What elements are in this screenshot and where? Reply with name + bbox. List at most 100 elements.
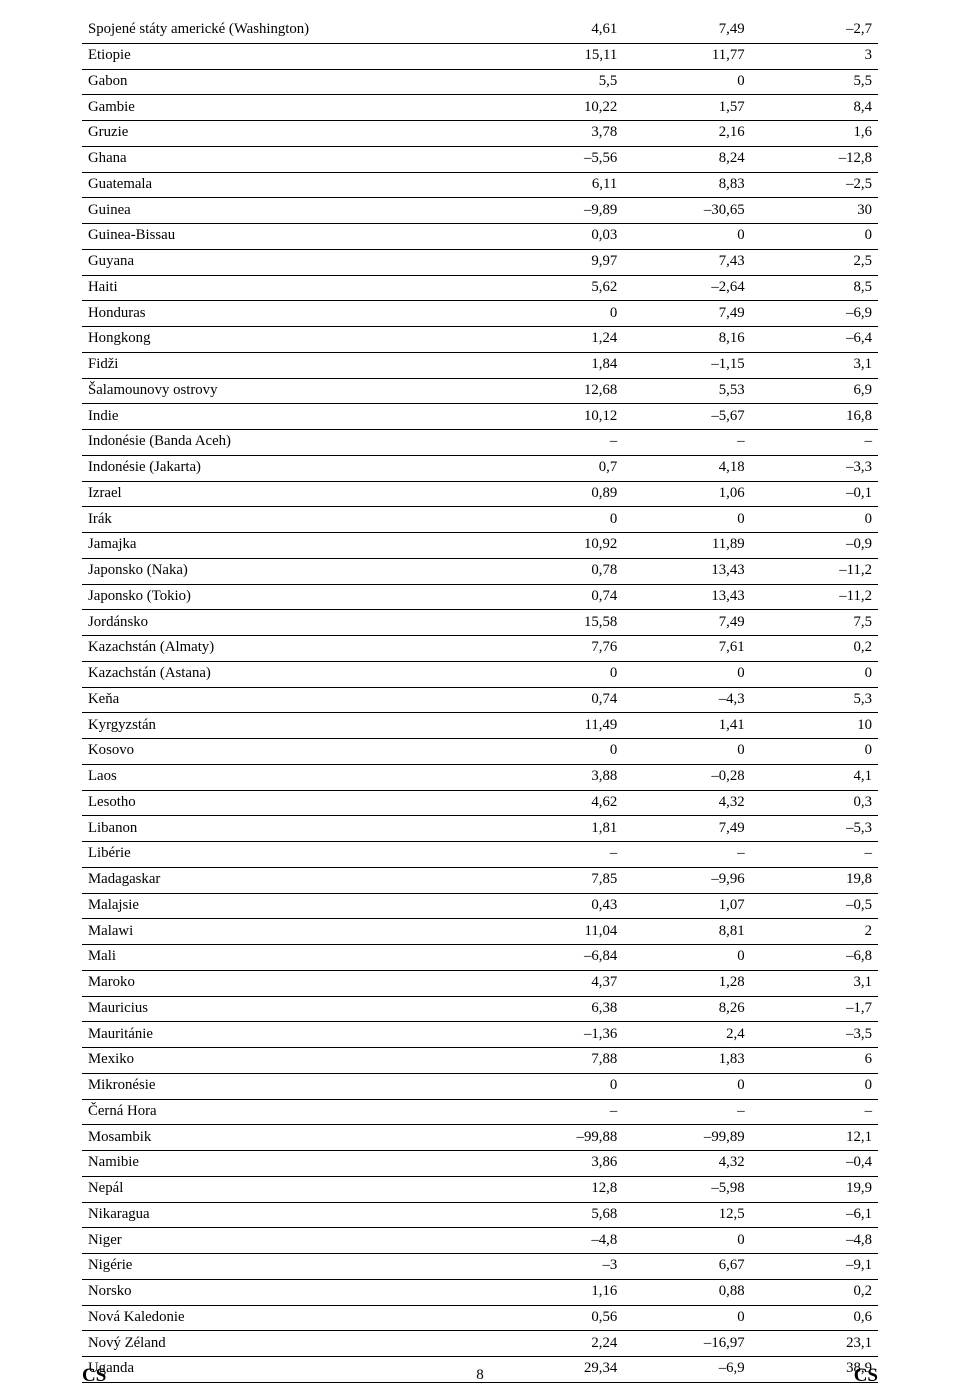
- table-cell: 0: [496, 301, 623, 327]
- table-cell: 8,4: [751, 95, 878, 121]
- table-cell: 0,78: [496, 558, 623, 584]
- table-cell: –: [623, 1099, 750, 1125]
- table-cell: 1,06: [623, 481, 750, 507]
- table-cell: –5,67: [623, 404, 750, 430]
- table-cell: 11,89: [623, 533, 750, 559]
- table-cell: –: [751, 430, 878, 456]
- table-cell: 7,61: [623, 636, 750, 662]
- table-cell: Irák: [82, 507, 496, 533]
- table-cell: 3,1: [751, 970, 878, 996]
- table-row: Izrael0,891,06–0,1: [82, 481, 878, 507]
- table-cell: 7,49: [623, 816, 750, 842]
- table-cell: –2,64: [623, 275, 750, 301]
- table-cell: –99,89: [623, 1125, 750, 1151]
- table-cell: 5,62: [496, 275, 623, 301]
- table-cell: 8,24: [623, 146, 750, 172]
- table-row: Spojené státy americké (Washington)4,617…: [82, 18, 878, 43]
- table-row: Nepál12,8–5,9819,9: [82, 1176, 878, 1202]
- table-row: Nový Zéland2,24–16,9723,1: [82, 1331, 878, 1357]
- table-row: Fidži1,84–1,153,1: [82, 352, 878, 378]
- table-cell: Kosovo: [82, 739, 496, 765]
- table-cell: 0: [623, 661, 750, 687]
- table-cell: 6,38: [496, 996, 623, 1022]
- table-cell: 5,5: [496, 69, 623, 95]
- table-cell: –4,3: [623, 687, 750, 713]
- table-cell: Niger: [82, 1228, 496, 1254]
- table-cell: 7,49: [623, 610, 750, 636]
- table-row: Madagaskar7,85–9,9619,8: [82, 867, 878, 893]
- table-cell: 3,78: [496, 121, 623, 147]
- table-cell: 1,6: [751, 121, 878, 147]
- table-cell: 6,67: [623, 1254, 750, 1280]
- table-cell: Nový Zéland: [82, 1331, 496, 1357]
- table-cell: 5,53: [623, 378, 750, 404]
- table-cell: Mauricius: [82, 996, 496, 1022]
- table-cell: 0,3: [751, 790, 878, 816]
- table-cell: 2,5: [751, 249, 878, 275]
- table-row: Mauritánie–1,362,4–3,5: [82, 1022, 878, 1048]
- table-cell: Černá Hora: [82, 1099, 496, 1125]
- table-cell: 0,74: [496, 687, 623, 713]
- table-cell: –6,8: [751, 945, 878, 971]
- table-cell: 3: [751, 43, 878, 69]
- table-cell: 1,24: [496, 327, 623, 353]
- table-row: Namibie3,864,32–0,4: [82, 1151, 878, 1177]
- table-cell: 0: [751, 739, 878, 765]
- table-cell: –0,9: [751, 533, 878, 559]
- table-body: Spojené státy americké (Washington)4,617…: [82, 18, 878, 1382]
- table-cell: 1,16: [496, 1279, 623, 1305]
- table-cell: 0: [623, 1073, 750, 1099]
- table-cell: –5,98: [623, 1176, 750, 1202]
- table-cell: –3: [496, 1254, 623, 1280]
- table-cell: –6,4: [751, 327, 878, 353]
- table-cell: 12,1: [751, 1125, 878, 1151]
- table-cell: Madagaskar: [82, 867, 496, 893]
- table-cell: –16,97: [623, 1331, 750, 1357]
- table-row: Hongkong1,248,16–6,4: [82, 327, 878, 353]
- table-cell: –9,89: [496, 198, 623, 224]
- table-cell: 0: [623, 1305, 750, 1331]
- table-row: Nikaragua5,6812,5–6,1: [82, 1202, 878, 1228]
- table-row: Honduras07,49–6,9: [82, 301, 878, 327]
- table-cell: –99,88: [496, 1125, 623, 1151]
- page: Spojené státy americké (Washington)4,617…: [0, 0, 960, 1397]
- table-cell: –12,8: [751, 146, 878, 172]
- table-cell: –5,3: [751, 816, 878, 842]
- table-cell: Kazachstán (Astana): [82, 661, 496, 687]
- table-cell: Laos: [82, 764, 496, 790]
- table-cell: 11,49: [496, 713, 623, 739]
- table-row: Guinea–9,89–30,6530: [82, 198, 878, 224]
- table-row: Mikronésie000: [82, 1073, 878, 1099]
- table-cell: 0: [496, 507, 623, 533]
- table-cell: 11,77: [623, 43, 750, 69]
- table-cell: –5,56: [496, 146, 623, 172]
- table-cell: –3,5: [751, 1022, 878, 1048]
- table-cell: 12,8: [496, 1176, 623, 1202]
- table-cell: 0,43: [496, 893, 623, 919]
- table-cell: Nová Kaledonie: [82, 1305, 496, 1331]
- table-cell: –11,2: [751, 558, 878, 584]
- table-cell: –3,3: [751, 455, 878, 481]
- table-cell: –0,28: [623, 764, 750, 790]
- table-cell: Gabon: [82, 69, 496, 95]
- table-cell: 8,83: [623, 172, 750, 198]
- table-cell: 0,56: [496, 1305, 623, 1331]
- table-row: Kazachstán (Almaty)7,767,610,2: [82, 636, 878, 662]
- table-cell: 23,1: [751, 1331, 878, 1357]
- table-cell: 0: [623, 507, 750, 533]
- table-row: Guinea-Bissau0,0300: [82, 224, 878, 250]
- table-cell: Keňa: [82, 687, 496, 713]
- table-cell: Kazachstán (Almaty): [82, 636, 496, 662]
- table-cell: –1,15: [623, 352, 750, 378]
- table-cell: 30: [751, 198, 878, 224]
- table-cell: 11,04: [496, 919, 623, 945]
- table-cell: Gambie: [82, 95, 496, 121]
- table-cell: –9,96: [623, 867, 750, 893]
- table-cell: Jordánsko: [82, 610, 496, 636]
- table-cell: 8,26: [623, 996, 750, 1022]
- table-row: Japonsko (Naka)0,7813,43–11,2: [82, 558, 878, 584]
- table-cell: 12,5: [623, 1202, 750, 1228]
- table-cell: 0,03: [496, 224, 623, 250]
- table-row: Etiopie15,1111,773: [82, 43, 878, 69]
- table-cell: 8,81: [623, 919, 750, 945]
